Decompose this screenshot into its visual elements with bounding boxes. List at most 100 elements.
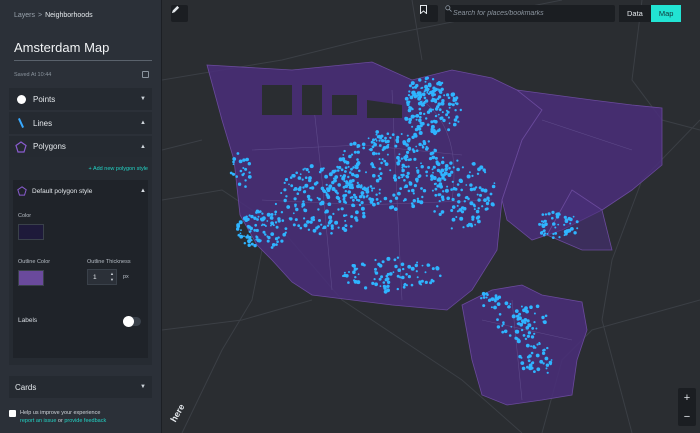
- map-point[interactable]: [438, 212, 442, 216]
- map-point[interactable]: [441, 197, 445, 202]
- map-point[interactable]: [384, 278, 388, 282]
- map-point[interactable]: [303, 217, 306, 220]
- map-point[interactable]: [405, 273, 408, 276]
- map-point[interactable]: [255, 209, 260, 213]
- map-point[interactable]: [485, 296, 488, 299]
- map-point[interactable]: [434, 114, 438, 118]
- neighborhood-polygons[interactable]: [206, 61, 663, 406]
- map-point[interactable]: [381, 260, 385, 264]
- map-point[interactable]: [427, 166, 431, 169]
- map-point[interactable]: [511, 314, 516, 319]
- map-point[interactable]: [356, 267, 359, 270]
- map-point[interactable]: [328, 215, 333, 220]
- map-point[interactable]: [420, 162, 422, 165]
- map-point[interactable]: [458, 178, 463, 183]
- map-point[interactable]: [307, 228, 311, 231]
- map-point[interactable]: [261, 212, 264, 215]
- map-point[interactable]: [357, 273, 360, 276]
- map-point[interactable]: [452, 166, 455, 169]
- map-point[interactable]: [383, 289, 388, 294]
- map-point[interactable]: [243, 242, 246, 245]
- map-point[interactable]: [471, 215, 475, 219]
- map-point[interactable]: [237, 233, 241, 237]
- map-point[interactable]: [320, 223, 323, 226]
- map-point[interactable]: [410, 202, 414, 205]
- map-point[interactable]: [338, 157, 343, 162]
- map-point[interactable]: [410, 283, 414, 287]
- map-point[interactable]: [325, 183, 328, 186]
- map-point[interactable]: [337, 208, 340, 211]
- map-point[interactable]: [270, 224, 272, 227]
- map-point[interactable]: [425, 117, 428, 120]
- map-point[interactable]: [363, 263, 366, 267]
- map-point[interactable]: [436, 205, 439, 208]
- map-point[interactable]: [433, 93, 437, 96]
- map-point[interactable]: [425, 174, 428, 177]
- map-point[interactable]: [299, 173, 302, 176]
- map-point[interactable]: [459, 108, 462, 112]
- map-point[interactable]: [352, 198, 355, 202]
- map-point[interactable]: [255, 235, 258, 238]
- map-point[interactable]: [408, 182, 413, 186]
- map-point[interactable]: [421, 144, 424, 147]
- map-point[interactable]: [396, 161, 400, 166]
- map-point[interactable]: [357, 199, 361, 202]
- map-point[interactable]: [332, 212, 335, 215]
- map-point[interactable]: [336, 165, 339, 169]
- map-point[interactable]: [450, 92, 455, 97]
- map-point[interactable]: [410, 266, 415, 271]
- map-point[interactable]: [546, 232, 549, 235]
- map-point[interactable]: [552, 222, 556, 226]
- map-point[interactable]: [370, 162, 373, 166]
- map-point[interactable]: [389, 169, 392, 172]
- map-point[interactable]: [430, 91, 433, 94]
- map-point[interactable]: [408, 100, 411, 104]
- map-point[interactable]: [284, 178, 289, 182]
- map-point[interactable]: [432, 171, 434, 174]
- map-point[interactable]: [397, 176, 401, 180]
- map-point[interactable]: [439, 184, 443, 189]
- map-point[interactable]: [478, 186, 482, 190]
- map-point[interactable]: [378, 188, 381, 191]
- map-point[interactable]: [309, 220, 313, 224]
- map-point[interactable]: [469, 187, 474, 192]
- map-point[interactable]: [526, 319, 530, 323]
- map-point[interactable]: [384, 140, 388, 144]
- map-point[interactable]: [399, 276, 402, 279]
- map-point[interactable]: [496, 325, 501, 329]
- map-point[interactable]: [491, 184, 496, 189]
- map-point[interactable]: [447, 116, 450, 119]
- map-point[interactable]: [229, 171, 233, 175]
- map-point[interactable]: [481, 205, 484, 208]
- map-point[interactable]: [244, 179, 247, 182]
- map-point[interactable]: [514, 329, 519, 334]
- map-point[interactable]: [389, 200, 392, 203]
- point-layer[interactable]: [229, 76, 579, 374]
- map-point[interactable]: [296, 192, 300, 195]
- map-point[interactable]: [453, 122, 457, 127]
- map-point[interactable]: [374, 267, 377, 271]
- map-point[interactable]: [462, 206, 467, 211]
- map-point[interactable]: [436, 184, 440, 188]
- map-point[interactable]: [402, 267, 405, 271]
- map-point[interactable]: [375, 152, 378, 155]
- map-point[interactable]: [424, 271, 427, 274]
- map-point[interactable]: [232, 160, 235, 163]
- map-point[interactable]: [439, 274, 442, 278]
- map-point[interactable]: [375, 130, 379, 134]
- map-point[interactable]: [383, 159, 387, 163]
- map-point[interactable]: [363, 187, 368, 192]
- map-point[interactable]: [302, 200, 305, 203]
- map-point[interactable]: [376, 201, 380, 205]
- map-point[interactable]: [369, 185, 373, 188]
- map-point[interactable]: [525, 309, 529, 314]
- map-point[interactable]: [367, 186, 370, 189]
- map-point[interactable]: [394, 177, 397, 181]
- map-point[interactable]: [533, 370, 536, 373]
- map-point[interactable]: [350, 183, 354, 187]
- map-point[interactable]: [483, 198, 487, 203]
- map-point[interactable]: [442, 156, 444, 159]
- map-point[interactable]: [454, 109, 457, 112]
- map-point[interactable]: [411, 86, 415, 89]
- map-point[interactable]: [352, 264, 356, 268]
